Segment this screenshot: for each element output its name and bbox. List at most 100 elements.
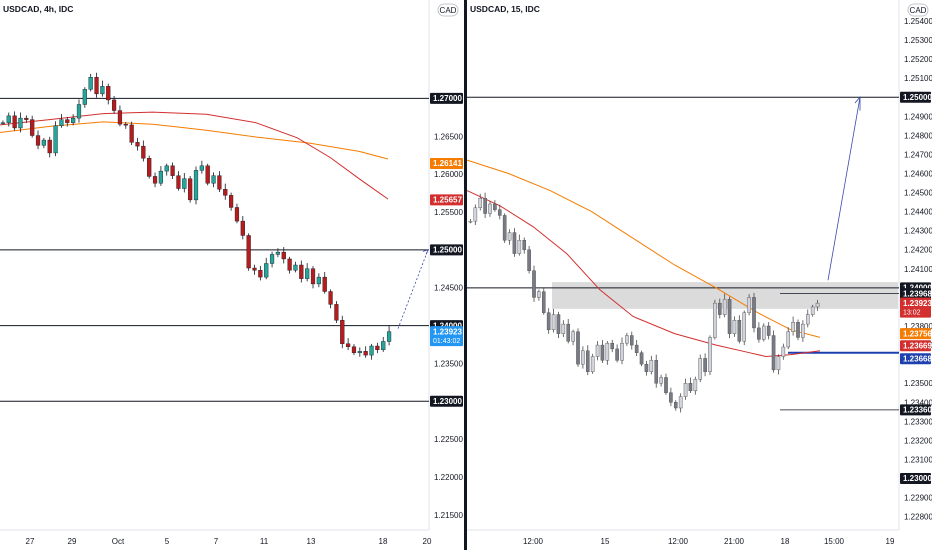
- candle-body: [316, 276, 321, 285]
- y-tick-label: 1.24400: [904, 208, 932, 217]
- candle-body: [240, 220, 245, 236]
- moving-average-line: [0, 111, 389, 200]
- candle-body: [299, 264, 304, 279]
- candle-body: [512, 232, 517, 254]
- candle-body: [688, 383, 693, 392]
- candle-body: [59, 119, 64, 126]
- candle-body: [815, 302, 820, 308]
- currency-badge: [437, 3, 459, 17]
- candle-body: [369, 345, 374, 356]
- y-tick-label: 1.22500: [434, 435, 463, 444]
- price-tag-label: 1.24000: [903, 284, 932, 293]
- candle-body: [698, 358, 703, 380]
- candle-body: [766, 325, 771, 336]
- candle-body: [264, 263, 269, 278]
- price-tag: [900, 91, 931, 103]
- candle-body: [35, 135, 41, 146]
- candle-body: [117, 110, 123, 125]
- left-chart-panel[interactable]: 1.26500 1.26000 1.25500 1.24500 1.23500 1.225…: [0, 0, 464, 550]
- candle-body: [615, 348, 619, 361]
- y-tick-label: 1.24800: [904, 131, 932, 140]
- price-tag: [430, 92, 463, 104]
- candle-body: [123, 123, 128, 126]
- y-tick-label: 1.23200: [904, 436, 932, 445]
- projection-arrow: [827, 97, 861, 281]
- candle-body: [152, 176, 158, 184]
- y-tick-label: 1.24200: [904, 246, 932, 255]
- candle-body: [581, 350, 585, 365]
- y-tick-label: 1.25300: [904, 36, 932, 45]
- x-tick-label: 21:00: [724, 537, 745, 546]
- candle-body: [708, 337, 712, 372]
- candle-body: [94, 77, 99, 95]
- candle-body: [328, 291, 333, 305]
- candle-body: [386, 331, 392, 342]
- candle-body: [6, 115, 11, 123]
- x-tick-label: 12:00: [668, 537, 689, 546]
- candle-body: [351, 346, 357, 354]
- price-axis: [900, 0, 932, 550]
- price-tag-label: 1.24000: [433, 321, 462, 330]
- candle-body: [334, 304, 339, 321]
- right-chart-panel[interactable]: 1.25400 1.25300 1.25200 1.25100 1.24900 1.248…: [466, 0, 932, 550]
- candle-body: [683, 383, 688, 397]
- candle-body: [639, 352, 644, 365]
- x-tick-label: 13: [307, 537, 316, 546]
- candle-body: [141, 145, 146, 159]
- candle-body: [551, 314, 556, 331]
- price-tag: [430, 158, 463, 170]
- candle-body: [541, 291, 546, 313]
- moving-average-line: [0, 121, 389, 160]
- candle-body: [644, 363, 649, 372]
- candle-body: [269, 254, 275, 264]
- x-tick-label: 18: [379, 537, 388, 546]
- candle-body: [634, 344, 639, 353]
- y-tick-label: 1.23500: [434, 359, 463, 368]
- currency-badge-label: CAD: [910, 6, 927, 15]
- y-tick-label: 1.21500: [434, 511, 463, 520]
- projection-arrow: [397, 249, 429, 329]
- arrow-head: [422, 249, 429, 255]
- y-tick-label: 1.24700: [904, 150, 932, 159]
- candle-body: [537, 291, 541, 298]
- price-tag-label: 1.23968: [903, 289, 932, 298]
- candle-body: [805, 314, 810, 325]
- y-tick-label: 1.23100: [904, 455, 932, 464]
- candle-body: [727, 299, 732, 334]
- candle-body: [796, 321, 800, 338]
- x-tick-label: 20: [423, 537, 432, 546]
- candle-body: [188, 178, 193, 201]
- candle-body: [381, 341, 386, 351]
- chart-title: USDCAD, 4h, IDC: [3, 4, 73, 14]
- candle-body: [205, 165, 210, 184]
- panel-divider[interactable]: [464, 0, 467, 550]
- candle-body: [170, 165, 175, 176]
- y-tick-label: 1.22000: [434, 473, 463, 482]
- candle-body: [164, 165, 169, 172]
- candle-body: [493, 203, 497, 210]
- currency-badge: [907, 3, 929, 17]
- candle-body: [281, 251, 286, 260]
- candle-body: [713, 302, 717, 338]
- x-tick-label: 29: [68, 537, 77, 546]
- price-tag-label: 1.23000: [433, 397, 462, 406]
- candle-body: [605, 342, 610, 361]
- candle-body: [810, 306, 815, 315]
- candle-body: [678, 396, 683, 409]
- candle-body: [217, 175, 222, 190]
- candle-body: [473, 207, 478, 222]
- price-tag: [900, 328, 931, 340]
- x-tick-label: Oct: [112, 537, 125, 546]
- price-tag: [900, 340, 931, 352]
- candle-body: [346, 343, 351, 347]
- candle-body: [158, 170, 163, 184]
- price-tag: [430, 326, 463, 347]
- y-tick-label: 1.24100: [904, 265, 932, 274]
- candle-body: [585, 350, 590, 372]
- y-tick-label: 1.25400: [904, 17, 932, 26]
- candle-body: [786, 331, 791, 348]
- candle-body: [752, 297, 756, 329]
- candle-body: [659, 377, 663, 384]
- candle-body: [258, 270, 263, 278]
- candle-body: [88, 77, 93, 90]
